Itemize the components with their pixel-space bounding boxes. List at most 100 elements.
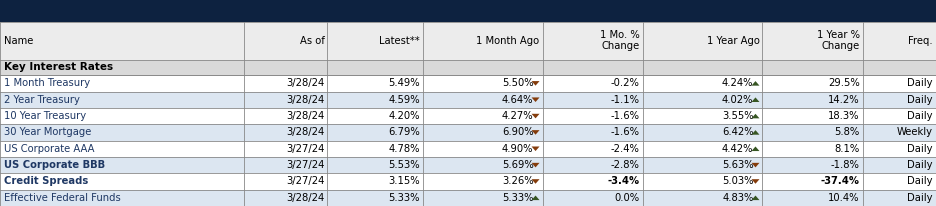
Bar	[0, 157, 936, 173]
Bar	[0, 141, 936, 157]
Text: 3/28/24: 3/28/24	[286, 78, 325, 88]
Text: 5.33%: 5.33%	[388, 193, 419, 203]
Text: 5.03%: 5.03%	[722, 177, 753, 186]
Text: 5.69%: 5.69%	[502, 160, 534, 170]
Text: Latest**: Latest**	[379, 36, 419, 46]
Polygon shape	[532, 179, 539, 184]
Text: Freq.: Freq.	[908, 36, 933, 46]
Text: 3.26%: 3.26%	[502, 177, 534, 186]
Text: -1.8%: -1.8%	[831, 160, 859, 170]
Text: 1 Year Ago: 1 Year Ago	[707, 36, 759, 46]
Text: 14.2%: 14.2%	[828, 95, 859, 105]
Polygon shape	[752, 114, 759, 118]
Text: -2.8%: -2.8%	[611, 160, 639, 170]
Text: 1 Month Ago: 1 Month Ago	[476, 36, 539, 46]
Polygon shape	[532, 114, 539, 118]
Bar	[0, 75, 936, 91]
Text: As of: As of	[300, 36, 325, 46]
Text: 4.78%: 4.78%	[388, 144, 419, 154]
Bar	[0, 173, 936, 190]
Text: Credit Spreads: Credit Spreads	[4, 177, 88, 186]
Text: 3/27/24: 3/27/24	[286, 177, 325, 186]
Text: 1 Mo. %
Change: 1 Mo. % Change	[600, 30, 639, 52]
Text: 4.64%: 4.64%	[502, 95, 534, 105]
Text: 18.3%: 18.3%	[828, 111, 859, 121]
Polygon shape	[532, 97, 539, 102]
Polygon shape	[532, 163, 539, 167]
Text: 30 Year Mortgage: 30 Year Mortgage	[4, 128, 92, 137]
Text: 10 Year Treasury: 10 Year Treasury	[4, 111, 86, 121]
Text: Name: Name	[4, 36, 34, 46]
Polygon shape	[752, 146, 759, 151]
Text: -1.6%: -1.6%	[610, 111, 639, 121]
Text: 5.49%: 5.49%	[388, 78, 419, 88]
Text: 3/28/24: 3/28/24	[286, 95, 325, 105]
Text: 4.42%: 4.42%	[722, 144, 753, 154]
Polygon shape	[752, 163, 759, 167]
Text: Daily: Daily	[908, 95, 933, 105]
Text: 6.79%: 6.79%	[388, 128, 419, 137]
Text: 4.59%: 4.59%	[388, 95, 419, 105]
Text: -3.4%: -3.4%	[607, 177, 639, 186]
Text: 5.33%: 5.33%	[502, 193, 534, 203]
Polygon shape	[752, 195, 759, 200]
Polygon shape	[532, 130, 539, 135]
Text: 1 Year %
Change: 1 Year % Change	[817, 30, 859, 52]
Text: -1.6%: -1.6%	[610, 128, 639, 137]
Text: Key Interest Rates: Key Interest Rates	[4, 62, 113, 73]
Text: 1 Month Treasury: 1 Month Treasury	[4, 78, 90, 88]
Bar	[0, 91, 936, 108]
Text: 3.15%: 3.15%	[388, 177, 419, 186]
Polygon shape	[532, 146, 539, 151]
Text: 3/27/24: 3/27/24	[286, 144, 325, 154]
Text: 3.55%: 3.55%	[722, 111, 753, 121]
Text: -2.4%: -2.4%	[611, 144, 639, 154]
Polygon shape	[532, 81, 539, 86]
Polygon shape	[752, 179, 759, 184]
Text: 5.50%: 5.50%	[502, 78, 534, 88]
Text: Daily: Daily	[908, 78, 933, 88]
Text: 4.27%: 4.27%	[502, 111, 534, 121]
Polygon shape	[752, 130, 759, 135]
Text: 2 Year Treasury: 2 Year Treasury	[4, 95, 80, 105]
Text: Daily: Daily	[908, 144, 933, 154]
Text: 6.42%: 6.42%	[722, 128, 753, 137]
Text: Daily: Daily	[908, 160, 933, 170]
Text: 5.53%: 5.53%	[388, 160, 419, 170]
Bar	[0, 108, 936, 124]
Polygon shape	[752, 97, 759, 102]
Text: 4.02%: 4.02%	[722, 95, 753, 105]
Text: 5.8%: 5.8%	[834, 128, 859, 137]
Text: 4.90%: 4.90%	[502, 144, 534, 154]
Text: 3/28/24: 3/28/24	[286, 193, 325, 203]
Text: -1.1%: -1.1%	[610, 95, 639, 105]
Text: 4.83%: 4.83%	[722, 193, 753, 203]
Polygon shape	[752, 81, 759, 86]
Text: 4.20%: 4.20%	[388, 111, 419, 121]
Text: 10.4%: 10.4%	[828, 193, 859, 203]
Text: US Corporate BBB: US Corporate BBB	[4, 160, 105, 170]
Text: US Corporate AAA: US Corporate AAA	[4, 144, 95, 154]
Text: -37.4%: -37.4%	[821, 177, 859, 186]
Bar	[0, 60, 936, 75]
Text: Daily: Daily	[908, 177, 933, 186]
Bar	[0, 124, 936, 141]
Text: Effective Federal Funds: Effective Federal Funds	[4, 193, 121, 203]
Bar	[0, 22, 936, 60]
Bar	[0, 190, 936, 206]
Text: 0.0%: 0.0%	[615, 193, 639, 203]
Text: 29.5%: 29.5%	[828, 78, 859, 88]
Text: 8.1%: 8.1%	[834, 144, 859, 154]
Text: Daily: Daily	[908, 193, 933, 203]
Text: Daily: Daily	[908, 111, 933, 121]
Text: 4.24%: 4.24%	[722, 78, 753, 88]
Text: -0.2%: -0.2%	[611, 78, 639, 88]
Bar	[0, 0, 936, 22]
Text: 6.90%: 6.90%	[502, 128, 534, 137]
Text: 5.63%: 5.63%	[722, 160, 753, 170]
Text: Weekly: Weekly	[897, 128, 933, 137]
Polygon shape	[532, 195, 539, 200]
Text: 3/28/24: 3/28/24	[286, 111, 325, 121]
Text: 3/27/24: 3/27/24	[286, 160, 325, 170]
Text: 3/28/24: 3/28/24	[286, 128, 325, 137]
